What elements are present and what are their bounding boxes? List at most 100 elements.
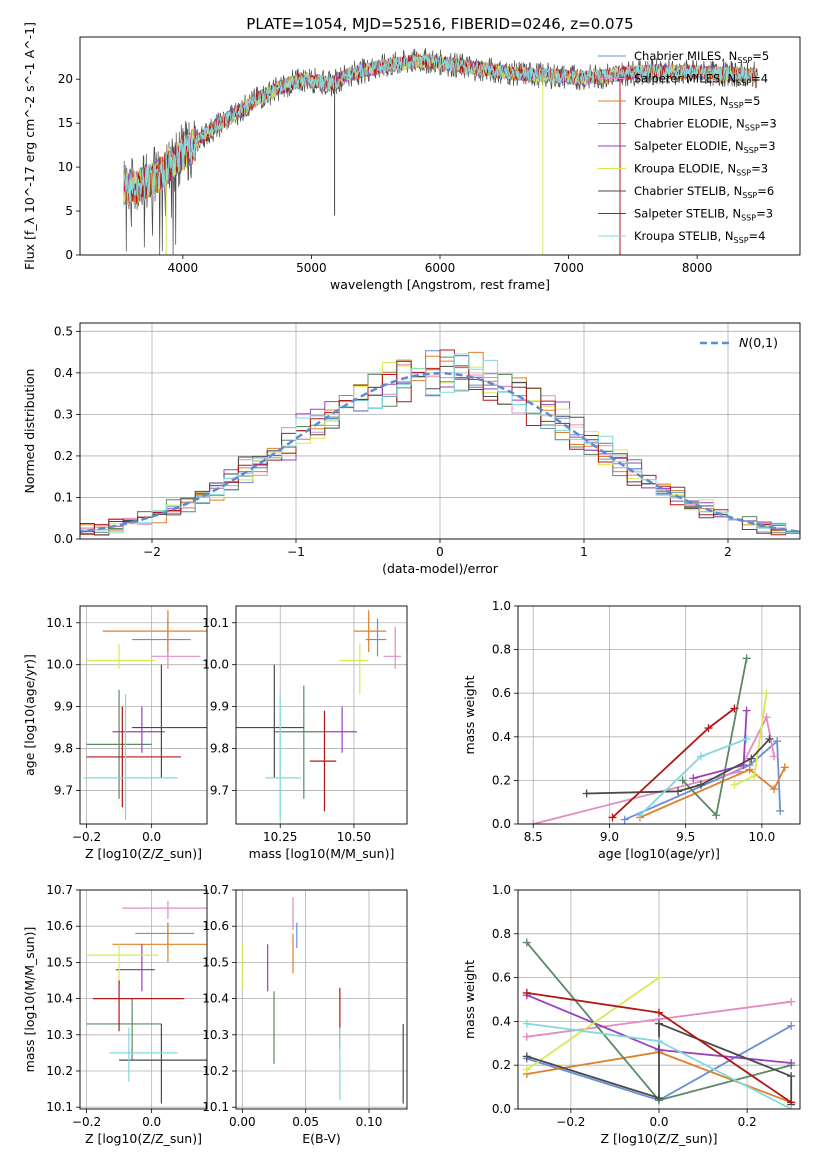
axes-frame (79, 36, 801, 256)
y-tick-label: 10.1 (202, 616, 229, 630)
weight-marker (655, 973, 663, 982)
weight-line (526, 976, 660, 1071)
weight-marker (787, 1072, 796, 1081)
legend-entry: Chabrier STELIB, NSSP=6 (598, 184, 774, 200)
y-axis-label: Flux [f_λ 10^-17 erg cm^-2 s^-1 A^-1] (22, 22, 37, 270)
errorbar-salpeter_elodie (115, 944, 155, 992)
x-tick-label: 4000 (168, 261, 199, 275)
weight-marker (522, 988, 531, 997)
y-tick-label: 1.0 (492, 599, 511, 613)
y-tick-label: 0.0 (492, 817, 511, 831)
axes-frame (79, 605, 208, 825)
y-tick-label: 10.6 (202, 919, 229, 933)
x-tick-label: −0.2 (556, 1115, 585, 1129)
legend-label: Kroupa STELIB, NSSP=4 (634, 229, 765, 245)
errorbar-chabrier_elodie (274, 685, 325, 799)
errorbar-kroupa_stelib (265, 694, 301, 820)
weight-line (526, 1022, 793, 1105)
y-tick-label: 0.0 (54, 532, 73, 546)
weight-series-chabrier_stelib (582, 734, 774, 798)
y-tick-label: 0 (65, 248, 73, 262)
panel-residuals: −2 −1 0 1 2 0.0 0.1 0.2 0.3 0.4 0.5 (data-model)/er… (22, 322, 801, 576)
y-tick-label: 10.4 (46, 992, 73, 1006)
weight-series-salpeter_stelib (608, 704, 739, 822)
axes-frame (235, 889, 408, 1110)
weight-marker (780, 763, 789, 772)
y-axis-label: mass weight (462, 675, 477, 754)
errorbar-chabrier_stelib (119, 1023, 207, 1104)
weight-marker (620, 815, 629, 824)
y-axis-label: Normed distribution (22, 369, 37, 494)
weight-line (624, 739, 782, 821)
x-tick-label: 0.0 (142, 1115, 161, 1129)
plot-area-spectrum (123, 48, 758, 255)
weight-marker (655, 1037, 663, 1046)
weight-marker (776, 806, 785, 815)
x-axis-label: (data-model)/error (382, 561, 499, 576)
weight-line (532, 714, 775, 824)
plot-area-mass_vs_Z (86, 900, 207, 1104)
legend-entry: Kroupa MILES, NSSP=5 (598, 94, 760, 110)
weight-marker (730, 780, 739, 789)
y-tick-label: 10.1 (202, 1100, 229, 1114)
legend-label: Salpeter STELIB, NSSP=3 (634, 207, 773, 223)
y-tick-label: 10.0 (46, 658, 73, 672)
weight-marker (678, 776, 687, 785)
weight-marker (655, 1094, 663, 1103)
weight-marker (745, 765, 754, 774)
y-tick-label: 0.2 (492, 773, 511, 787)
weight-marker (730, 704, 739, 713)
weight-marker (522, 1019, 531, 1028)
errorbar-kroupa_stelib (83, 694, 178, 820)
panel-mass_weight_vs_Z: −0.2 0.0 0.2 0.0 0.2 0.4 0.6 0.8 1.0 Z [log10(Z/Z… (462, 883, 801, 1146)
y-tick-label: 9.7 (54, 783, 73, 797)
weight-marker (787, 997, 796, 1006)
plot-area-residuals (80, 349, 800, 538)
weight-marker (522, 1032, 531, 1041)
y-tick-label: 10.5 (46, 955, 73, 969)
y-tick-label: 1.0 (492, 883, 511, 897)
weight-marker (529, 820, 538, 824)
normal-curve (80, 372, 800, 533)
legend-label: Salpeter MILES, NSSP=4 (634, 72, 768, 88)
x-axis-label: Z [log10(Z/Z_sun)] (85, 1131, 202, 1146)
y-tick-label: 0.8 (492, 927, 511, 941)
errorbar-chabrier_stelib (132, 664, 207, 778)
panel-mass_weight_vs_age: 8.5 9.0 9.5 10.0 0.0 0.2 0.4 0.6 0.8 1.0 age [log1… (462, 599, 801, 861)
x-axis-label: age [log10(age/yr)] (598, 846, 720, 861)
x-tick-label: 5000 (296, 261, 327, 275)
y-tick-label: 0.4 (492, 1014, 511, 1028)
errorbar-chabrier_miles (132, 618, 191, 657)
weight-series-kroupa_stelib (522, 1019, 796, 1109)
plot-area-mass_vs_EBV (241, 897, 404, 1104)
spectrum-line-kroupa_stelib (123, 53, 758, 206)
weight-series-kroupa_elodie (522, 973, 663, 1074)
y-tick-label: 0.6 (492, 686, 511, 700)
errorbar-kroupa_elodie (86, 643, 155, 669)
legend-entry: Salpeter MILES, NSSP=4 (598, 72, 768, 88)
y-tick-label: 10.0 (202, 658, 229, 672)
x-tick-label: 9.5 (676, 830, 695, 844)
x-tick-label: 0.0 (649, 1115, 668, 1129)
y-axis-label: mass weight (462, 960, 477, 1039)
plot-area-mass_weight_vs_age (529, 654, 789, 824)
x-tick-label: 6000 (425, 261, 456, 275)
weight-series-salpeter_miles (529, 713, 779, 824)
y-tick-label: 10 (58, 160, 73, 174)
weight-marker (742, 734, 751, 743)
plot-area-age_vs_Z (83, 610, 207, 820)
y-tick-label: 0.8 (492, 643, 511, 657)
weight-marker (742, 706, 751, 715)
axes-frame (517, 605, 801, 825)
y-tick-label: 10.7 (46, 883, 73, 897)
legend-entry: Kroupa ELODIE, NSSP=3 (598, 162, 768, 178)
legend-label: Chabrier MILES, NSSP=5 (634, 49, 769, 65)
panel-age_vs_mass: 10.25 10.50 9.7 9.8 9.9 10.0 10.1 mass [log10(M… (202, 605, 408, 861)
weight-marker (770, 752, 779, 761)
weight-marker (655, 1008, 663, 1017)
errorbar-salpeter_stelib (309, 710, 337, 812)
legend-entry: Kroupa STELIB, NSSP=4 (598, 229, 765, 245)
weight-series-kroupa_stelib (635, 734, 751, 820)
errorbar-salpeter_elodie (324, 706, 357, 753)
